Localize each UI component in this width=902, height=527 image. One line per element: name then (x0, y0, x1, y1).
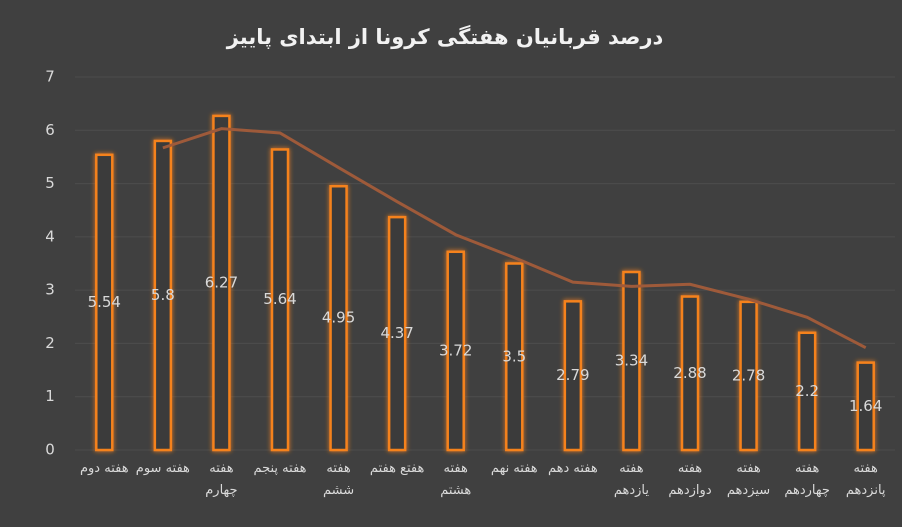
bar (622, 270, 641, 452)
y-tick-label: 0 (45, 441, 55, 459)
bar (153, 139, 173, 452)
data-label: 2.88 (673, 364, 706, 382)
data-label: 4.37 (380, 324, 413, 342)
data-label: 2.2 (795, 382, 819, 400)
y-tick-label: 7 (45, 68, 55, 86)
bar (270, 148, 290, 452)
y-tick-label: 6 (45, 121, 55, 139)
trend-line (162, 127, 867, 350)
bar (797, 331, 817, 452)
x-tick-label: هفته سوم (135, 461, 190, 476)
data-label: 3.5 (502, 347, 526, 365)
bar (563, 300, 583, 452)
bar (856, 361, 875, 452)
y-tick-label: 2 (45, 334, 55, 352)
x-tick-label: هفته ششم (322, 461, 355, 498)
bar (95, 153, 114, 452)
data-label: 5.54 (88, 293, 121, 311)
bar (212, 114, 231, 452)
chart-title: درصد قربانیان هفتگی کرونا از ابتدای پایی… (226, 24, 664, 49)
bar (680, 295, 700, 452)
bar (446, 250, 465, 452)
x-tick-label: هفتع هفتم (369, 461, 425, 476)
data-label: 5.64 (263, 290, 296, 308)
x-tick-label: هفته دوازدهم (668, 461, 712, 498)
x-tick-label: هفته هشتم (440, 461, 472, 498)
y-tick-label: 4 (45, 227, 55, 245)
y-tick-label: 3 (45, 281, 55, 299)
data-label: 6.27 (205, 273, 238, 291)
y-tick-label: 1 (45, 387, 55, 405)
data-label: 1.64 (849, 397, 882, 415)
bar (387, 215, 407, 452)
bar (329, 184, 348, 452)
bar (505, 262, 524, 452)
data-label: 3.72 (439, 341, 472, 359)
x-tick-label: هفته سیزدهم (726, 461, 771, 498)
x-tick-label: هفته چهارم (205, 461, 238, 498)
x-tick-label: هفته نهم (490, 461, 538, 476)
data-label: 2.78 (732, 366, 765, 384)
data-label: 2.79 (556, 366, 589, 384)
data-label: 5.8 (151, 286, 175, 304)
bar (739, 300, 758, 452)
x-tick-label: هفته دهم (547, 461, 598, 476)
x-tick-label: هفته پانزدهم (845, 461, 886, 498)
x-tick-label: هفته دوم (79, 461, 129, 476)
y-tick-label: 5 (45, 174, 55, 192)
data-label: 3.34 (615, 352, 648, 370)
x-tick-label: هفته یازدهم (613, 461, 649, 498)
x-tick-label: هفته پنجم (253, 461, 307, 476)
data-label: 4.95 (322, 309, 355, 327)
x-tick-label: هفته چهاردهم (784, 461, 830, 498)
